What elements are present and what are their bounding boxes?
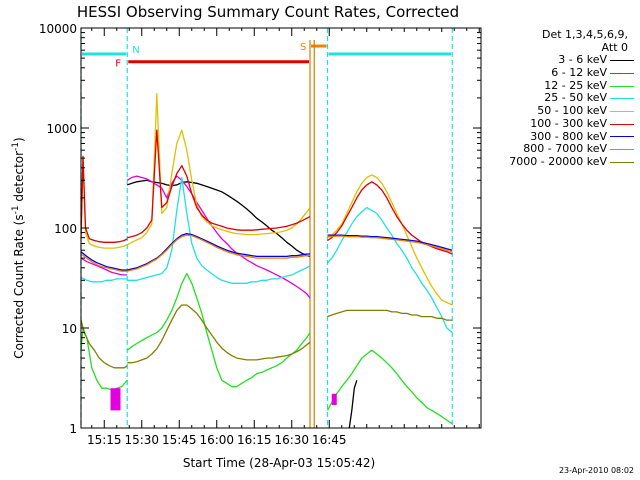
series-line-25-50-kev [127,176,311,284]
series-line-12-25-kev [126,272,311,388]
x-axis-label: Start Time (28-Apr-03 15:05:42) [183,456,375,470]
attenuator-block [331,393,337,405]
series-line-3-6-kev [348,380,358,428]
series-line-7000-20000-kev [127,304,311,364]
y-tick-label: 100 [54,222,77,236]
legend-swatch [610,60,634,62]
legend-swatch [610,111,634,112]
legend-entry-label: 6 - 12 keV [551,66,607,80]
series-line-100-300-kev [81,155,128,243]
x-tick-label: 16:15 [237,433,272,447]
legend-entry-label: 25 - 50 keV [544,91,607,105]
chart-title: HESSI Observing Summary Count Rates, Cor… [77,3,459,21]
series-line-7000-20000-kev [81,319,128,369]
series-line-12-25-kev [81,327,128,391]
series-line-50-100-kev [126,93,311,246]
plot-frame [80,27,482,429]
series-line-6-12-kev [81,257,128,276]
x-tick-label: 15:30 [124,433,159,447]
legend-entry: 12 - 25 keV [484,78,634,93]
legend-swatch [610,72,634,74]
x-tick-label: 15:45 [162,433,197,447]
legend-swatch [610,149,634,151]
legend-entry: 50 - 100 keV [484,104,634,118]
series-line-800-7000-kev [327,235,453,253]
legend-entry-label: 300 - 800 keV [530,129,607,143]
legend: Det 1,3,4,5,6,9, Att 0 3 - 6 keV 6 - 12 k… [484,28,634,169]
series-line-6-12-kev [126,175,311,299]
legend-entry: 7000 - 20000 keV [484,154,634,169]
series-line-100-300-kev [327,181,453,255]
legend-entry-label: 12 - 25 keV [544,78,607,92]
series-line-7000-20000-kev [327,309,453,321]
legend-entry: 3 - 6 keV [484,54,634,67]
legend-swatch [610,123,634,125]
flag-label-n: N [132,45,139,56]
legend-entry: 25 - 50 keV [484,92,634,105]
y-axis-label-sup1: -1 [11,205,21,214]
y-tick-label: 1000 [46,122,77,136]
series-line-3-6-kev [127,179,311,258]
x-tick-label: 16:45 [312,433,347,447]
legend-entry-label: 3 - 6 keV [558,53,607,67]
y-axis-label-sup2: -1 [11,142,21,151]
legend-swatch [610,136,634,138]
y-tick-label: 10 [62,322,77,336]
y-tick-label: 1 [69,422,77,436]
y-axis-label-part1: Corrected Count Rate (s [12,214,26,358]
legend-entry: 6 - 12 keV [484,66,634,80]
legend-entry-label: 7000 - 20000 keV [509,154,607,168]
legend-entry: 800 - 7000 keV [484,143,634,156]
legend-swatch [610,161,634,163]
flag-label-f: F [115,59,121,70]
legend-header-line1: Det 1,3,4,5,6,9, [541,28,628,41]
series-line-300-800-kev [81,251,128,271]
series-line-12-25-kev [326,349,453,425]
y-axis-label: Corrected Count Rate (s-1 detector-1) [11,137,26,358]
y-axis-label-part2: detector [12,151,26,206]
legend-swatch [610,98,634,100]
legend-entry: 300 - 800 keV [484,129,634,144]
series-line-25-50-kev [81,276,128,283]
series-line-100-300-kev [127,129,311,239]
series-line-300-800-kev [327,234,453,251]
legend-entry-label: 800 - 7000 keV [523,142,607,156]
plot-area: NF S 15:15 15:30 15:45 16:00 16:15 16:30 16:45 1 1… [39,22,482,447]
legend-entries: 3 - 6 keV 6 - 12 keV 12 - 25 keV 25 - 50 ke… [484,54,634,168]
y-tick-label: 10000 [39,22,77,36]
series-line-800-7000-kev [127,234,310,272]
x-tick-label: 15:15 [87,433,122,447]
attenuator-block [110,388,121,411]
flag-label-s: S [300,42,306,53]
render-timestamp: 23-Apr-2010 08:02 [558,466,634,475]
y-axis-label-part3: ) [12,137,26,142]
series-line-300-800-kev [127,232,310,271]
legend-entry-label: 50 - 100 keV [537,104,607,118]
series-line-25-50-kev [327,206,453,334]
x-tick-label: 16:30 [274,433,309,447]
legend-entry-label: 100 - 300 keV [530,116,607,130]
legend-swatch [610,85,634,87]
series-line-50-100-kev [327,174,453,306]
legend-entry: 100 - 300 keV [484,116,634,131]
legend-header-line2: Att 0 [601,40,628,54]
x-tick-label: 16:00 [199,433,234,447]
series-line-800-7000-kev [81,253,128,272]
